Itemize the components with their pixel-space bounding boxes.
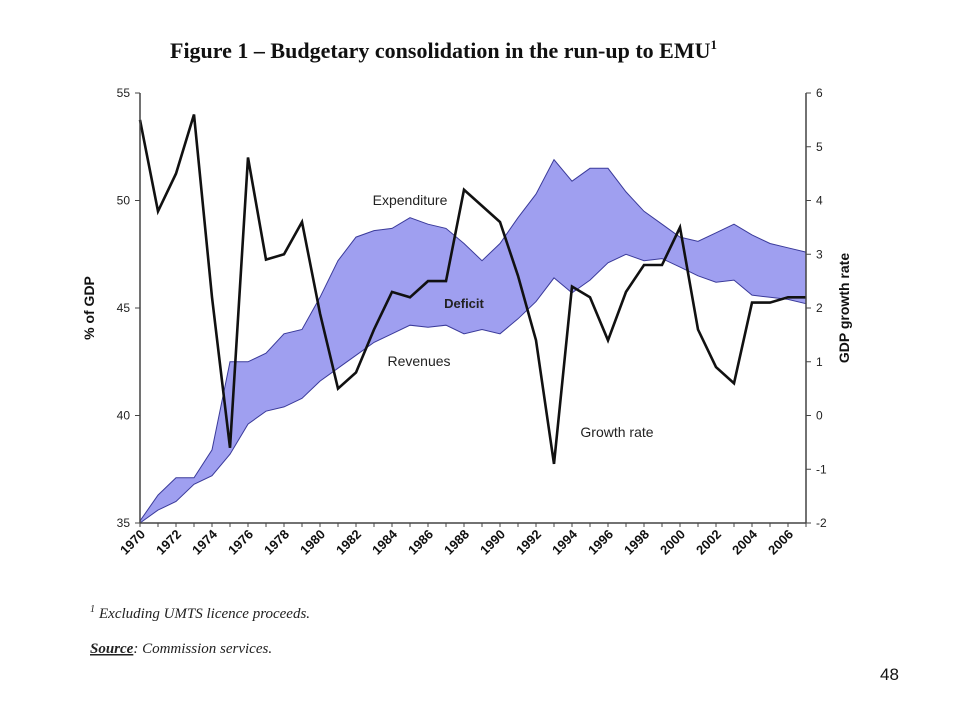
page-number: 48 xyxy=(880,665,899,684)
x-tick-label: 1980 xyxy=(297,527,328,558)
y2-tick-label: -1 xyxy=(816,462,827,476)
footnote: 1 Excluding UMTS licence proceeds. xyxy=(90,604,310,622)
x-tick-label: 1988 xyxy=(441,527,472,558)
x-tick-label: 1984 xyxy=(369,526,401,558)
x-tick-label: 1982 xyxy=(333,527,364,558)
x-tick-label: 1996 xyxy=(585,527,616,558)
x-tick-label: 1998 xyxy=(621,527,652,558)
x-tick-label: 1992 xyxy=(513,527,544,558)
y2-tick-label: 3 xyxy=(816,247,823,261)
deficit-area xyxy=(140,159,806,523)
y-tick-label: 45 xyxy=(117,301,131,315)
y-tick-label: 35 xyxy=(117,516,131,530)
x-tick-label: 1978 xyxy=(261,527,292,558)
growth-rate-line xyxy=(138,114,806,465)
chart-title: Figure 1 – Budgetary consolidation in th… xyxy=(170,37,717,63)
y2-tick-label: 6 xyxy=(816,86,823,100)
y-tick-label: 50 xyxy=(117,194,131,208)
x-tick-label: 1974 xyxy=(189,526,221,558)
series-annotation: Expenditure xyxy=(373,192,448,208)
x-tick-label: 1986 xyxy=(405,527,436,558)
y-tick-label: 55 xyxy=(117,86,131,100)
y2-tick-label: -2 xyxy=(816,516,827,530)
x-tick-label: 1990 xyxy=(477,527,508,558)
y2-tick-label: 1 xyxy=(816,355,823,369)
series-annotation: Revenues xyxy=(387,353,450,369)
y2-axis-title: GDP growth rate xyxy=(836,253,852,363)
series-annotation: Deficit xyxy=(444,296,484,311)
x-tick-label: 1994 xyxy=(549,526,581,558)
expenditure-line xyxy=(139,158,807,522)
x-tick-label: 1970 xyxy=(117,527,148,558)
y2-tick-label: 4 xyxy=(816,194,823,208)
series-annotation: Growth rate xyxy=(580,424,653,440)
y2-tick-label: 2 xyxy=(816,301,823,315)
y-tick-label: 40 xyxy=(117,409,131,423)
x-tick-label: 2004 xyxy=(729,526,761,558)
x-tick-label: 1976 xyxy=(225,527,256,558)
x-tick-label: 2002 xyxy=(693,527,724,558)
y-axis-title: % of GDP xyxy=(81,276,97,340)
source-note: Source: Commission services. xyxy=(90,641,272,657)
x-tick-label: 2000 xyxy=(657,527,688,558)
y2-tick-label: 5 xyxy=(816,140,823,154)
x-tick-label: 2006 xyxy=(765,527,796,558)
revenues-line xyxy=(139,253,807,524)
y2-tick-label: 0 xyxy=(816,409,823,423)
x-tick-label: 1972 xyxy=(153,527,184,558)
